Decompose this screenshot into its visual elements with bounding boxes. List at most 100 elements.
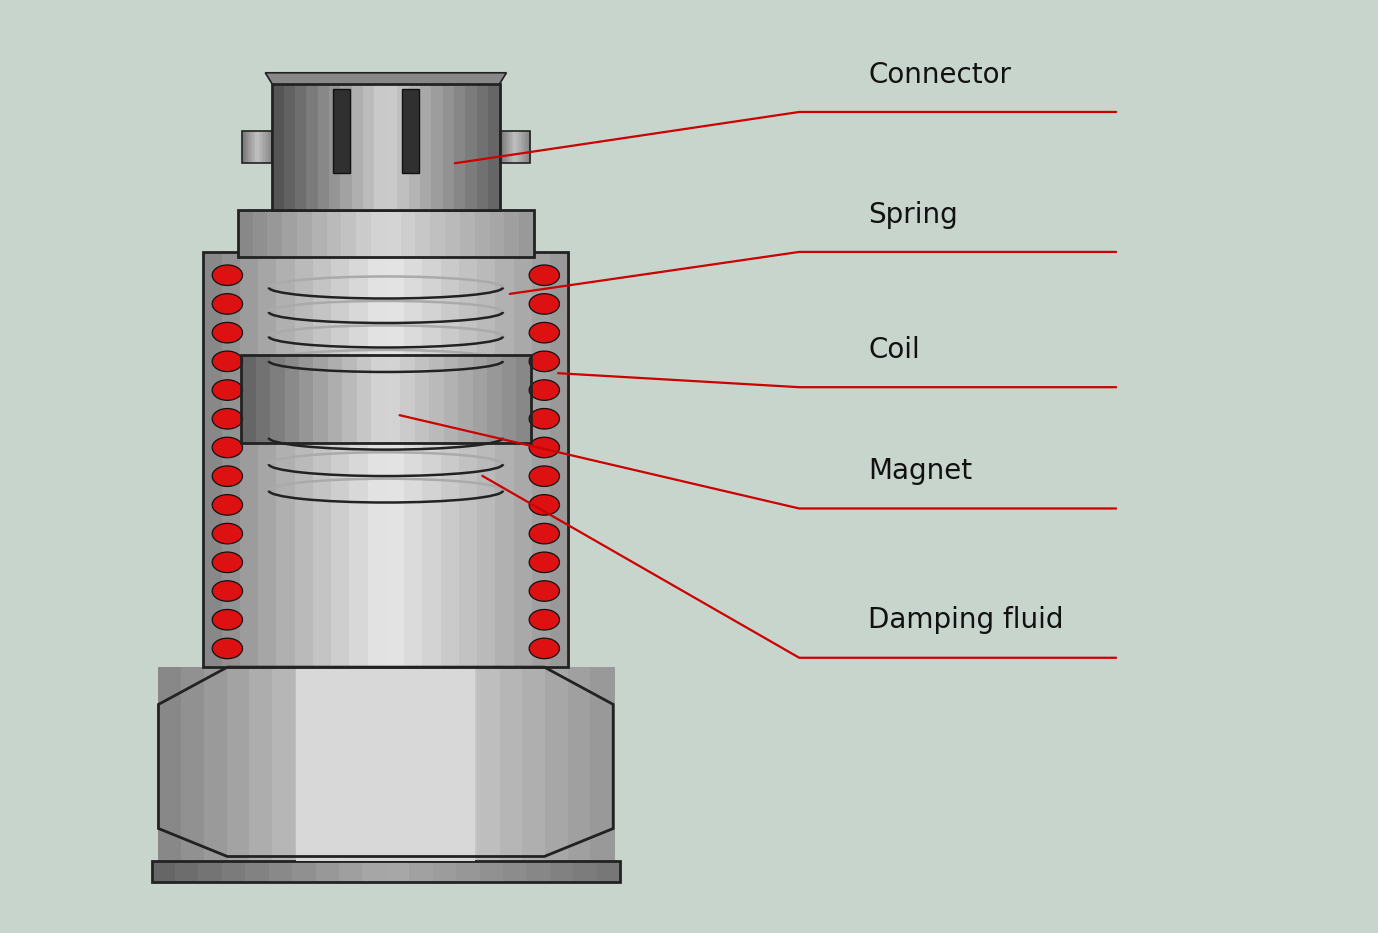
Bar — [526, 131, 529, 163]
Circle shape — [529, 552, 559, 573]
Bar — [256, 131, 260, 163]
Bar — [313, 252, 332, 667]
Bar — [248, 131, 251, 163]
Bar — [238, 210, 535, 257]
Bar — [520, 210, 536, 257]
Bar — [152, 861, 176, 882]
Bar — [386, 84, 398, 210]
Bar — [244, 131, 247, 163]
Bar — [375, 84, 387, 210]
Polygon shape — [265, 73, 507, 84]
Bar — [550, 861, 575, 882]
Bar — [511, 131, 514, 163]
Bar — [204, 252, 569, 667]
Bar — [590, 667, 615, 861]
Text: Coil: Coil — [868, 336, 921, 364]
Circle shape — [212, 466, 243, 486]
Circle shape — [212, 409, 243, 429]
Bar — [296, 667, 475, 861]
Bar — [251, 131, 254, 163]
Bar — [342, 210, 358, 257]
Bar — [573, 861, 598, 882]
Bar — [316, 861, 340, 882]
Bar — [408, 84, 422, 210]
Bar — [254, 131, 256, 163]
Bar — [444, 355, 460, 443]
Bar — [477, 84, 489, 210]
Bar — [445, 210, 462, 257]
Bar — [431, 667, 456, 861]
Circle shape — [212, 351, 243, 371]
Bar — [252, 210, 269, 257]
Bar — [292, 861, 317, 882]
Bar — [265, 131, 267, 163]
Bar — [306, 84, 320, 210]
Bar — [522, 131, 525, 163]
Bar — [204, 252, 223, 667]
Bar — [430, 355, 445, 443]
Bar — [240, 252, 259, 667]
Bar — [255, 131, 259, 163]
Bar — [500, 131, 529, 163]
Bar — [550, 252, 570, 667]
Bar — [314, 355, 329, 443]
Bar — [474, 210, 491, 257]
Bar — [386, 861, 411, 882]
Circle shape — [212, 552, 243, 573]
Bar — [247, 131, 249, 163]
Bar — [351, 84, 364, 210]
Bar — [295, 252, 314, 667]
Circle shape — [529, 523, 559, 544]
Bar — [331, 252, 350, 667]
Bar — [357, 355, 373, 443]
Bar — [515, 355, 532, 443]
Bar — [386, 252, 405, 667]
Circle shape — [529, 494, 559, 515]
Bar — [507, 131, 510, 163]
Bar — [298, 210, 313, 257]
Bar — [532, 252, 551, 667]
Bar — [502, 355, 518, 443]
Bar — [243, 131, 273, 163]
Bar — [262, 131, 265, 163]
Bar — [401, 210, 416, 257]
Bar — [489, 210, 506, 257]
Bar — [273, 84, 500, 210]
Bar — [258, 252, 278, 667]
Bar — [267, 131, 270, 163]
Bar — [260, 131, 263, 163]
Bar — [409, 667, 433, 861]
Bar — [368, 252, 387, 667]
Bar — [508, 131, 511, 163]
Circle shape — [212, 638, 243, 659]
Bar — [222, 861, 247, 882]
Circle shape — [212, 580, 243, 601]
Circle shape — [212, 294, 243, 314]
Bar — [249, 667, 273, 861]
Bar — [500, 131, 503, 163]
Bar — [503, 861, 528, 882]
Bar — [245, 131, 248, 163]
Bar — [350, 252, 369, 667]
Bar — [270, 355, 287, 443]
Bar — [568, 667, 593, 861]
Bar — [259, 131, 262, 163]
Bar — [442, 84, 455, 210]
Bar — [431, 84, 444, 210]
Bar — [488, 355, 503, 443]
Circle shape — [529, 265, 559, 285]
Bar — [430, 210, 446, 257]
Bar — [496, 252, 515, 667]
Bar — [362, 861, 387, 882]
Circle shape — [529, 380, 559, 400]
Bar — [473, 355, 489, 443]
Bar — [520, 131, 522, 163]
Bar — [455, 84, 467, 210]
Bar — [477, 667, 502, 861]
Circle shape — [529, 638, 559, 659]
Bar — [327, 210, 343, 257]
Bar — [477, 252, 497, 667]
Bar — [245, 861, 270, 882]
Circle shape — [529, 351, 559, 371]
Bar — [295, 84, 307, 210]
